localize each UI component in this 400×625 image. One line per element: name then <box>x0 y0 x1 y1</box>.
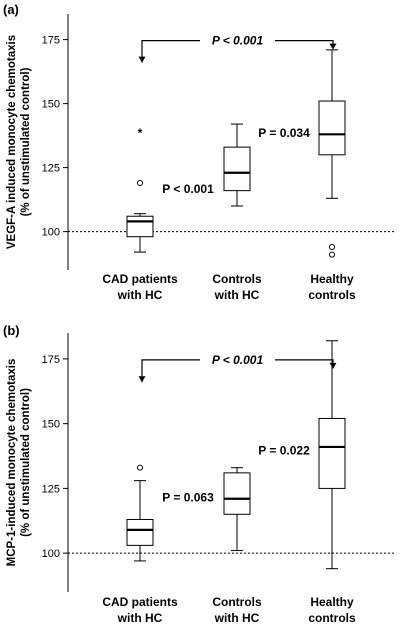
box-iqr <box>318 100 346 156</box>
pair-p-value-1-2: P < 0.001 <box>162 182 214 196</box>
y-axis-label-units: (% of unstimulated control) <box>20 67 32 216</box>
panel-label: (a) <box>3 2 19 17</box>
y-tick-label: 150 <box>42 419 60 431</box>
y-tick-label: 125 <box>42 483 60 495</box>
category-label: Controls <box>212 272 262 286</box>
bracket-arrowhead <box>138 376 146 383</box>
y-tick-label: 175 <box>42 354 60 366</box>
box-0 <box>126 464 154 562</box>
category-label-line2: controls <box>308 288 356 302</box>
outlier-point <box>329 243 335 250</box>
box-1 <box>223 123 251 207</box>
category-label-line2: with HC <box>117 288 163 302</box>
category-label-line2: with HC <box>214 611 260 625</box>
box-0: * <box>126 126 154 253</box>
pair-p-value-1-2: P = 0.063 <box>162 490 214 504</box>
y-tick-label: 125 <box>42 163 60 175</box>
box-iqr <box>126 518 154 546</box>
outlier-point <box>329 251 335 258</box>
category-label: CAD patients <box>102 272 178 286</box>
bracket-arrowhead <box>329 362 337 369</box>
category-label: Healthy <box>310 272 354 286</box>
y-tick-label: 100 <box>42 227 60 239</box>
category-label-line2: controls <box>308 611 356 625</box>
y-axis-label: MCP-1-induced monocyte chemotaxis <box>6 359 18 567</box>
y-tick-label: 100 <box>42 548 60 560</box>
pair-p-value-2-3: P = 0.022 <box>258 444 310 458</box>
outlier-point <box>137 179 143 186</box>
category-label: Controls <box>212 595 262 609</box>
category-label-line2: with HC <box>214 288 260 302</box>
pair-p-value-2-3: P = 0.034 <box>258 126 310 140</box>
category-label: Healthy <box>310 595 354 609</box>
y-axis-label: VEGF-A induced monocyte chemotaxis <box>6 35 18 249</box>
bracket-p-value: P < 0.001 <box>212 34 264 48</box>
category-label: CAD patients <box>102 595 178 609</box>
box-1 <box>223 467 251 552</box>
y-tick-label: 175 <box>42 35 60 47</box>
bracket-arrowhead <box>329 43 337 50</box>
box-2 <box>318 340 346 570</box>
box-iqr <box>318 417 346 489</box>
outlier-point <box>137 464 143 471</box>
bracket-arrowhead <box>138 56 146 63</box>
chart-panel-a: (a) 100 125 150 175 VEGF-A induced monocyte c… <box>3 2 395 302</box>
bracket-p-value: P < 0.001 <box>212 353 264 367</box>
box-iqr <box>223 146 251 192</box>
box-iqr <box>223 472 251 515</box>
y-tick-label: 150 <box>42 99 60 111</box>
box-iqr <box>126 215 154 238</box>
category-label-line2: with HC <box>117 611 163 625</box>
panel-label: (b) <box>3 323 20 338</box>
y-axis-label-units: (% of unstimulated control) <box>20 388 32 537</box>
extreme-point: * <box>138 126 143 140</box>
chart-panel-b: (b) 100 125 150 175 MCP-1-induced monocyte ch… <box>3 323 395 625</box>
box-2 <box>318 49 346 258</box>
